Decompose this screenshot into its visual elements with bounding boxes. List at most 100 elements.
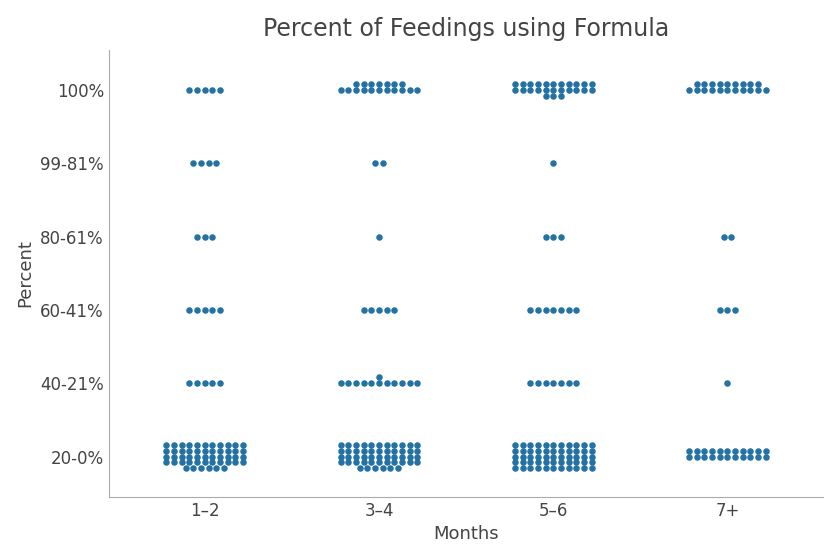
Point [191, 458, 204, 467]
Point [577, 452, 591, 461]
Point [721, 452, 734, 461]
Point [221, 440, 234, 449]
Point [357, 86, 370, 95]
Point [357, 452, 370, 461]
Point [333, 446, 347, 455]
Point [194, 158, 207, 167]
Point [585, 446, 598, 455]
Point [372, 379, 386, 388]
Point [411, 440, 424, 449]
Point [516, 86, 529, 95]
Point [342, 379, 355, 388]
Point [547, 232, 560, 241]
Point [175, 446, 188, 455]
Point [698, 86, 711, 95]
Point [365, 86, 378, 95]
Point [387, 452, 401, 461]
Point [396, 446, 409, 455]
Point [342, 458, 355, 467]
Point [182, 86, 196, 95]
Point [570, 305, 583, 314]
Point [391, 464, 405, 473]
Point [396, 458, 409, 467]
Point [531, 464, 544, 473]
Point [554, 458, 568, 467]
Point [728, 452, 742, 461]
Point [759, 452, 773, 461]
Point [403, 86, 417, 95]
Point [706, 80, 719, 88]
Point [523, 80, 537, 88]
Point [380, 446, 393, 455]
Point [372, 80, 386, 88]
Point [721, 80, 734, 88]
Point [698, 446, 711, 455]
Point [228, 440, 242, 449]
Point [508, 440, 522, 449]
Point [736, 452, 749, 461]
Point [387, 305, 401, 314]
Point [682, 86, 696, 95]
Point [160, 452, 173, 461]
Point [725, 232, 738, 241]
Point [191, 452, 204, 461]
Point [387, 458, 401, 467]
Point [167, 446, 181, 455]
Point [360, 464, 374, 473]
Point [376, 158, 390, 167]
Point [554, 91, 568, 100]
Point [706, 446, 719, 455]
Point [372, 458, 386, 467]
Point [721, 446, 734, 455]
Point [706, 86, 719, 95]
Point [538, 86, 552, 95]
Point [570, 458, 583, 467]
Point [682, 446, 696, 455]
Point [531, 446, 544, 455]
Point [523, 452, 537, 461]
Point [182, 440, 196, 449]
Point [186, 464, 200, 473]
Point [721, 379, 734, 388]
Point [570, 464, 583, 473]
Point [690, 86, 704, 95]
Point [380, 86, 393, 95]
Point [175, 458, 188, 467]
Point [516, 440, 529, 449]
Point [547, 446, 560, 455]
Point [198, 305, 212, 314]
Point [531, 379, 544, 388]
Point [562, 464, 575, 473]
Point [380, 452, 393, 461]
Point [554, 232, 568, 241]
Point [690, 446, 704, 455]
Point [206, 458, 219, 467]
Point [403, 458, 417, 467]
Point [547, 305, 560, 314]
Point [342, 440, 355, 449]
Point [547, 80, 560, 88]
Point [198, 440, 212, 449]
Point [554, 86, 568, 95]
Point [717, 232, 730, 241]
Point [547, 86, 560, 95]
Point [706, 452, 719, 461]
Point [342, 86, 355, 95]
Point [206, 86, 219, 95]
Point [236, 446, 249, 455]
Point [179, 464, 192, 473]
Point [538, 379, 552, 388]
Point [554, 379, 568, 388]
Point [508, 446, 522, 455]
Point [538, 452, 552, 461]
Point [186, 158, 200, 167]
Point [213, 458, 227, 467]
Point [411, 446, 424, 455]
Point [713, 80, 727, 88]
Point [342, 446, 355, 455]
Point [202, 464, 215, 473]
Point [531, 440, 544, 449]
Point [538, 91, 552, 100]
Point [698, 452, 711, 461]
Point [160, 458, 173, 467]
